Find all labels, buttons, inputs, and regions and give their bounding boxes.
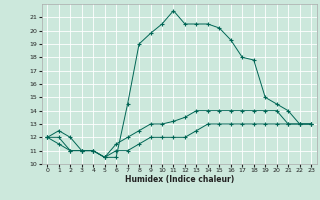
- X-axis label: Humidex (Indice chaleur): Humidex (Indice chaleur): [124, 175, 234, 184]
